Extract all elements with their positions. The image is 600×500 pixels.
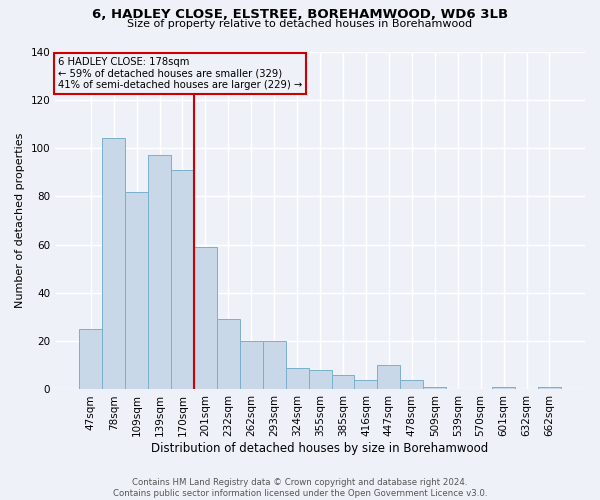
Bar	[102, 138, 125, 390]
Text: Contains HM Land Registry data © Crown copyright and database right 2024.
Contai: Contains HM Land Registry data © Crown c…	[113, 478, 487, 498]
Y-axis label: Number of detached properties: Number of detached properties	[15, 133, 25, 308]
Bar	[538, 387, 561, 390]
Bar	[492, 387, 515, 390]
Bar	[263, 341, 286, 390]
Bar	[355, 380, 377, 390]
Bar	[377, 366, 400, 390]
Text: Size of property relative to detached houses in Borehamwood: Size of property relative to detached ho…	[127, 19, 473, 29]
Bar	[148, 156, 171, 390]
X-axis label: Distribution of detached houses by size in Borehamwood: Distribution of detached houses by size …	[151, 442, 489, 455]
Bar	[217, 320, 240, 390]
Bar	[332, 375, 355, 390]
Bar	[194, 247, 217, 390]
Bar	[171, 170, 194, 390]
Bar	[286, 368, 308, 390]
Text: 6 HADLEY CLOSE: 178sqm
← 59% of detached houses are smaller (329)
41% of semi-de: 6 HADLEY CLOSE: 178sqm ← 59% of detached…	[58, 56, 302, 90]
Text: 6, HADLEY CLOSE, ELSTREE, BOREHAMWOOD, WD6 3LB: 6, HADLEY CLOSE, ELSTREE, BOREHAMWOOD, W…	[92, 8, 508, 20]
Bar	[308, 370, 332, 390]
Bar	[423, 387, 446, 390]
Bar	[79, 329, 102, 390]
Bar	[240, 341, 263, 390]
Bar	[125, 192, 148, 390]
Bar	[400, 380, 423, 390]
